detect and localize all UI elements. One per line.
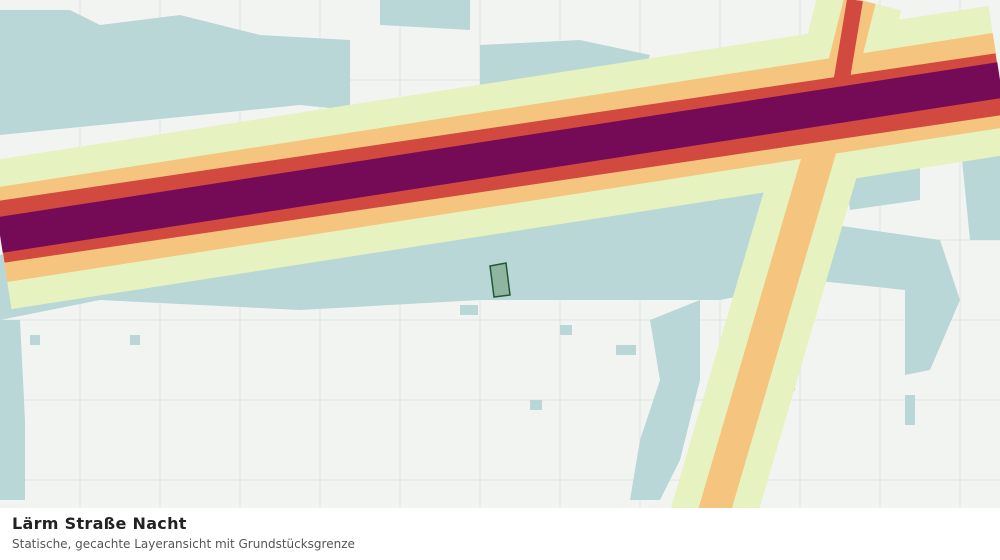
layer-title: Lärm Straße Nacht <box>12 514 187 533</box>
parcel-boundary <box>489 262 511 298</box>
caption-bar: Lärm Straße Nacht Statische, gecachte La… <box>0 508 1000 560</box>
layer-subtitle: Statische, gecachte Layeransicht mit Gru… <box>12 537 355 551</box>
